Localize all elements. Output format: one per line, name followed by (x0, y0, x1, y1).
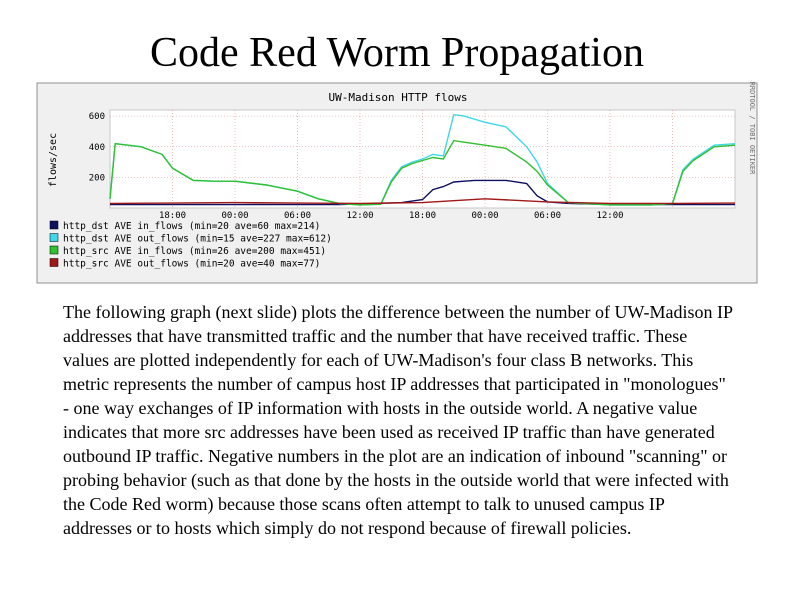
x-tick-label: 00:00 (221, 211, 248, 221)
slide-title: Code Red Worm Propagation (150, 30, 644, 76)
series-line-4 (109, 198, 736, 205)
legend-entry: http_dst AVE in_flows (min=20 ave=60 max… (63, 221, 320, 232)
legend-entry: http_src AVE out_flows (min=20 ave=40 ma… (63, 259, 320, 270)
y-tick-label: 600 (89, 112, 105, 122)
y-tick-label: 200 (89, 173, 105, 183)
x-tick-label: 00:00 (471, 211, 498, 221)
x-tick-label: 18:00 (409, 211, 436, 221)
legend-swatch (49, 258, 59, 267)
chart-title: UW-Madison HTTP flows (328, 91, 467, 104)
slide-body-text: The following graph (next slide) plots t… (63, 302, 733, 538)
series-line-3 (109, 139, 736, 206)
x-tick-label: 06:00 (534, 211, 561, 221)
http-flows-chart: UW-Madison HTTP flows flows/sec RRDTOOL … (36, 82, 758, 284)
x-tick-label: 12:00 (596, 211, 623, 221)
rrdtool-credit-label: RRDTOOL / TOBI OETIKER (748, 82, 756, 176)
legend-entry: http_src AVE in_flows (min=26 ave=200 ma… (63, 246, 326, 257)
y-tick-label: 400 (89, 143, 105, 153)
x-tick-label: 18:00 (159, 211, 186, 221)
legend-swatch (49, 245, 59, 255)
legend-swatch (49, 233, 59, 242)
x-tick-label: 12:00 (346, 211, 373, 221)
legend-swatch (49, 220, 59, 230)
y-axis-label: flows/sec (48, 133, 59, 187)
legend-entry: http_dst AVE out_flows (min=15 ave=227 m… (63, 234, 332, 245)
x-tick-label: 06:00 (284, 211, 311, 221)
